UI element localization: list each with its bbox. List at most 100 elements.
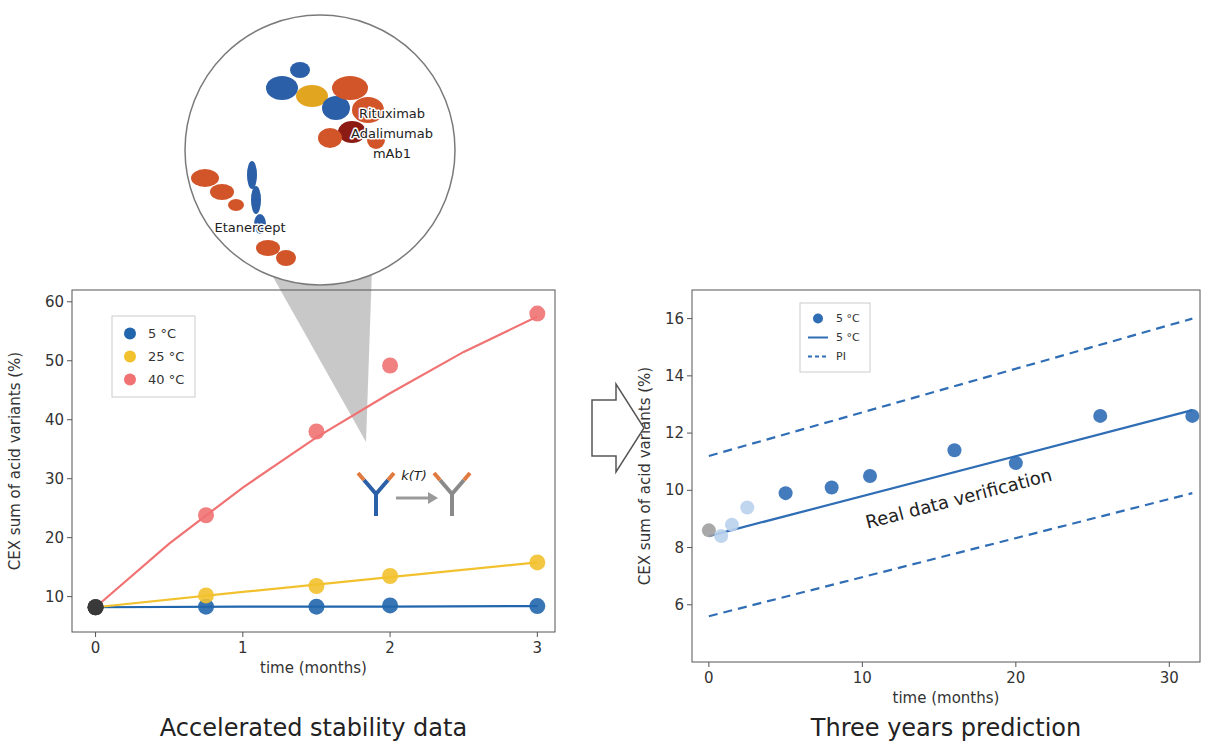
x-tick-label: 2 <box>385 639 395 657</box>
y-axis-title: CEX sum of acid variants (%) <box>636 367 654 585</box>
plot-frame <box>692 290 1200 662</box>
protein-domain <box>266 76 298 100</box>
annotation: Real data verification <box>863 464 1054 533</box>
legend-swatch <box>124 374 136 386</box>
data-point <box>308 599 324 615</box>
legend-swatch <box>124 351 136 363</box>
flow-arrow <box>592 384 644 472</box>
annotation: Rituximab <box>359 106 425 121</box>
protein-domain <box>251 186 261 214</box>
data-point <box>779 486 793 500</box>
y-tick <box>687 433 692 434</box>
y-tick-label: 60 <box>45 293 64 311</box>
protein-domain <box>318 128 342 148</box>
reaction-arrow <box>396 497 428 500</box>
y-tick <box>67 360 72 361</box>
legend-label: 25 °C <box>148 349 184 364</box>
data-point <box>714 529 728 543</box>
x-tick <box>242 632 243 637</box>
legend-label: PI <box>836 350 846 363</box>
data-point <box>1185 409 1199 423</box>
y-tick-label: 50 <box>45 352 64 370</box>
x-tick-label: 0 <box>91 639 101 657</box>
legend-swatch <box>813 314 823 324</box>
x-tick-label: 1 <box>238 639 248 657</box>
y-tick-label: 6 <box>674 596 684 614</box>
data-point <box>725 518 739 532</box>
data-point <box>1009 456 1023 470</box>
plot-data <box>88 306 546 616</box>
data-point <box>382 568 398 584</box>
x-axis-title: time (months) <box>260 659 367 677</box>
y-tick <box>67 419 72 420</box>
x-tick <box>1015 662 1016 667</box>
y-axis-title: CEX sum of acid variants (%) <box>6 352 24 570</box>
antibody <box>364 480 388 516</box>
x-tick <box>537 632 538 637</box>
y-tick <box>687 604 692 605</box>
legend-label: 5 °C <box>836 312 860 325</box>
data-point <box>529 598 545 614</box>
annotation: Etanercept <box>214 220 285 235</box>
legend-label: 5 °C <box>836 331 860 344</box>
x-tick <box>708 662 709 667</box>
data-point <box>382 357 398 373</box>
protein-domain <box>210 184 234 200</box>
data-point <box>382 597 398 613</box>
inset <box>185 15 455 285</box>
protein-domain <box>332 76 368 100</box>
x-tick-label: 20 <box>1006 669 1025 687</box>
x-tick <box>390 632 391 637</box>
series-line <box>96 317 538 608</box>
data-point <box>529 306 545 322</box>
y-tick <box>687 490 692 491</box>
series-line <box>709 410 1192 536</box>
legend-swatch <box>808 337 828 339</box>
inset-circle <box>185 15 455 285</box>
data-point <box>198 587 214 603</box>
legend-swatch <box>808 356 828 358</box>
data-point <box>308 578 324 594</box>
y-tick <box>67 537 72 538</box>
inset-pointer <box>268 268 372 442</box>
legend-box <box>800 303 870 372</box>
legend-box <box>112 316 195 397</box>
y-tick-label: 12 <box>665 424 684 442</box>
data-point <box>825 480 839 494</box>
annotation: mAb1 <box>373 146 411 161</box>
y-tick-label: 8 <box>674 539 684 557</box>
y-tick <box>687 375 692 376</box>
data-point <box>740 500 754 514</box>
y-tick <box>67 596 72 597</box>
protein-domain <box>228 199 244 211</box>
protein-domain <box>247 161 257 189</box>
y-tick <box>67 301 72 302</box>
data-point <box>88 599 104 615</box>
reaction-arrowhead <box>428 492 438 504</box>
x-tick-label: 10 <box>853 669 872 687</box>
y-tick-label: 10 <box>45 588 64 606</box>
y-tick-label: 30 <box>45 470 64 488</box>
legend: 5 °C 5 °C PI <box>800 303 870 372</box>
protein-domain <box>276 250 296 266</box>
legend-label: 40 °C <box>148 372 184 387</box>
data-point <box>308 424 324 440</box>
chart-title: Three years prediction <box>810 714 1081 742</box>
x-tick <box>1169 662 1170 667</box>
plot-data <box>702 319 1199 617</box>
chart-title: Accelerated stability data <box>160 714 467 742</box>
antibody-tip <box>358 473 394 480</box>
annotation: k(T) <box>401 468 427 483</box>
y-tick-label: 40 <box>45 411 64 429</box>
data-point <box>529 554 545 570</box>
y-tick-label: 16 <box>665 310 684 328</box>
y-tick-label: 14 <box>665 367 684 385</box>
annotation: Adalimumab <box>351 126 433 141</box>
data-point <box>1093 409 1107 423</box>
data-point <box>863 469 877 483</box>
protein-domain <box>290 62 310 78</box>
legend-swatch <box>124 328 136 340</box>
data-point <box>88 599 104 615</box>
antibody-tip <box>434 473 470 480</box>
series-line <box>709 319 1192 456</box>
